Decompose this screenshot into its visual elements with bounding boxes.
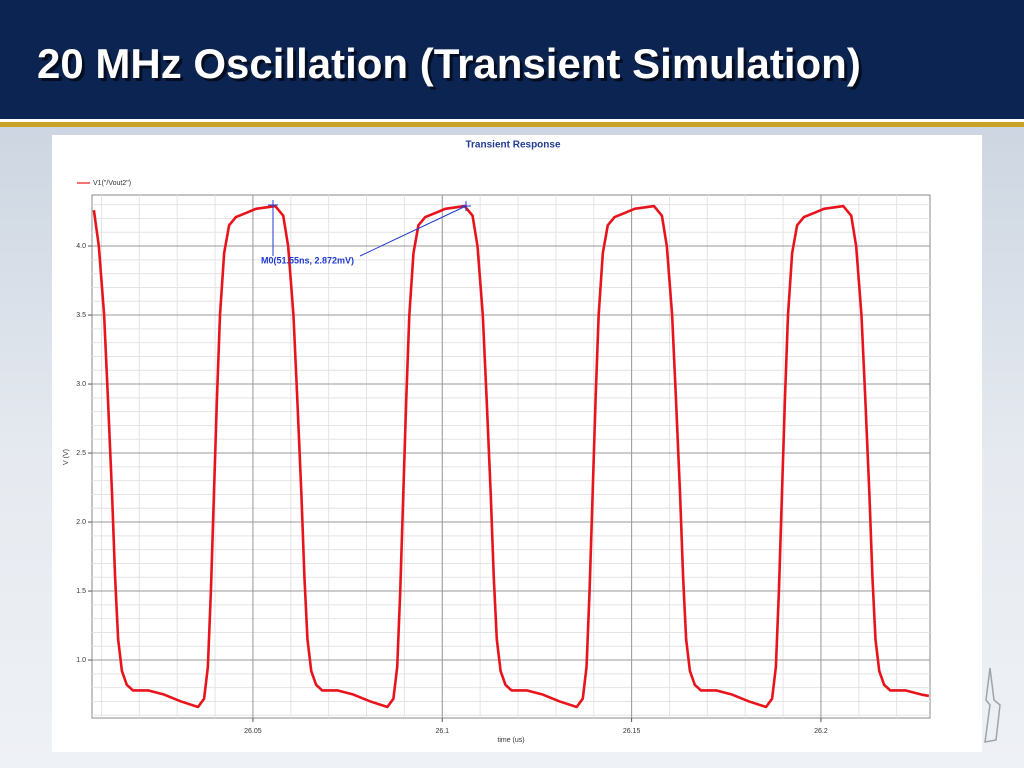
- marker-cross: [268, 200, 278, 210]
- y-tick-label: 1.0: [76, 657, 86, 664]
- marker-annotation: M0(51.55ns, 2.872mV): [261, 255, 354, 265]
- x-tick-label: 26.2: [814, 728, 828, 735]
- series-line: [92, 204, 930, 709]
- major-grid: [88, 195, 930, 722]
- x-tick-label: 26.05: [244, 728, 262, 735]
- y-tick-label: 4.0: [76, 243, 86, 250]
- y-tick-label: 3.0: [76, 381, 86, 388]
- slide-title: 20 MHz Oscillation (Transient Simulation…: [37, 40, 861, 87]
- logo: [984, 667, 1001, 743]
- x-tick-label: 26.15: [623, 728, 641, 735]
- y-tick-label: 1.5: [76, 588, 86, 595]
- x-tick-label: 26.1: [435, 728, 449, 735]
- y-tick-label: 2.0: [76, 519, 86, 526]
- plot: [92, 204, 930, 709]
- y-tick-label: 2.5: [76, 450, 86, 457]
- marker-cross: [461, 201, 471, 211]
- chart-title: Transient Response: [465, 140, 560, 151]
- y-axis-label: V (V): [63, 449, 70, 465]
- title-rule-gold: [0, 122, 1024, 127]
- y-tick-label: 3.5: [76, 312, 86, 319]
- x-axis-label: time (us): [497, 737, 524, 744]
- title-shadow: 20 MHz Oscillation (Transient Simulation…: [40, 43, 864, 90]
- marker-leader: [359, 205, 467, 257]
- title-bar: [0, 0, 1024, 119]
- title-rule-white: [0, 119, 1024, 122]
- legend-label: V1("/Vout2"): [93, 180, 131, 187]
